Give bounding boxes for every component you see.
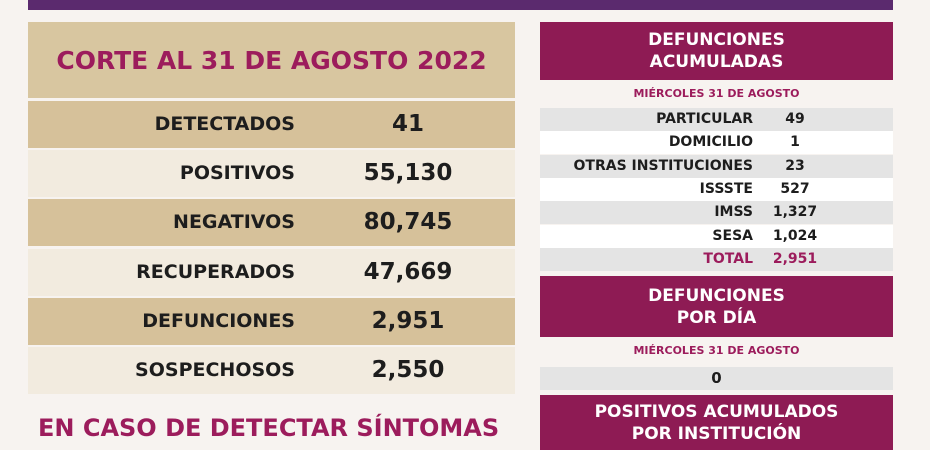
date-label: MIÉRCOLES 31 DE AGOSTO (633, 87, 800, 100)
death-value: 1,327 (772, 204, 818, 221)
death-label: DOMICILIO (668, 134, 753, 151)
top-bar (28, 0, 893, 10)
death-value: 1,024 (772, 227, 818, 244)
death-row: TOTAL 2,951 (540, 247, 893, 271)
section-header: POSITIVOS ACUMULADOS POR INSTITUCIÓN (540, 395, 893, 450)
stat-label: RECUPERADOS (136, 260, 295, 283)
death-value: 1 (790, 134, 800, 151)
stat-value: 80,745 (363, 209, 453, 236)
section-header: DEFUNCIONES POR DÍA (540, 276, 893, 337)
stat-row: DEFUNCIONES 2,951 (28, 297, 515, 345)
death-row: PARTICULAR 49 (540, 108, 893, 131)
stat-row: DETECTADOS 41 (28, 101, 515, 148)
stat-value: 55,130 (363, 160, 453, 187)
death-row: SESA 1,024 (540, 224, 893, 248)
header-line: POR INSTITUCIÓN (631, 423, 802, 444)
cut-date-header: CORTE AL 31 DE AGOSTO 2022 (28, 22, 515, 98)
death-label: IMSS (714, 204, 753, 221)
stat-row: RECUPERADOS 47,669 (28, 248, 515, 296)
date-label: MIÉRCOLES 31 DE AGOSTO (633, 344, 800, 357)
death-value: 2,951 (772, 250, 818, 267)
header-line: DEFUNCIONES (648, 285, 785, 306)
stat-row: NEGATIVOS 80,745 (28, 199, 515, 247)
stat-label: NEGATIVOS (173, 211, 295, 234)
death-row: IMSS 1,327 (540, 201, 893, 225)
stat-row: SOSPECHOSOS 2,550 (28, 347, 515, 394)
death-value: 23 (785, 157, 805, 174)
stat-value: 41 (391, 111, 424, 137)
stat-label: POSITIVOS (179, 162, 295, 185)
stat-label: DETECTADOS (154, 113, 295, 135)
header-line: DEFUNCIONES (648, 30, 785, 50)
header-line: ACUMULADAS (649, 52, 784, 72)
stat-value: 2,550 (371, 357, 445, 383)
death-label: SESA (712, 227, 753, 244)
death-row: ISSSTE 527 (540, 177, 893, 201)
section-header: DEFUNCIONES ACUMULADAS (540, 22, 893, 80)
header-line: POSITIVOS ACUMULADOS (594, 401, 839, 422)
stat-label: DEFUNCIONES (142, 309, 295, 332)
death-label: ISSSTE (699, 180, 753, 197)
death-row: OTRAS INSTITUCIONES 23 (540, 154, 893, 178)
stat-value: 2,951 (371, 307, 445, 334)
death-value: 527 (780, 180, 810, 197)
stat-value: 47,669 (363, 258, 453, 285)
death-label: OTRAS INSTITUCIONES (573, 157, 753, 174)
death-label: TOTAL (703, 250, 753, 267)
death-label: PARTICULAR (656, 111, 753, 127)
header-line: POR DÍA (676, 307, 757, 328)
stat-label: SOSPECHOSOS (135, 359, 295, 381)
death-row: DOMICILIO 1 (540, 131, 893, 155)
stat-row: POSITIVOS 55,130 (28, 150, 515, 198)
per-day-value: 0 (540, 367, 893, 390)
death-value: 49 (785, 111, 805, 127)
footer-text: EN CASO DE DETECTAR SÍNTOMAS (38, 414, 500, 442)
